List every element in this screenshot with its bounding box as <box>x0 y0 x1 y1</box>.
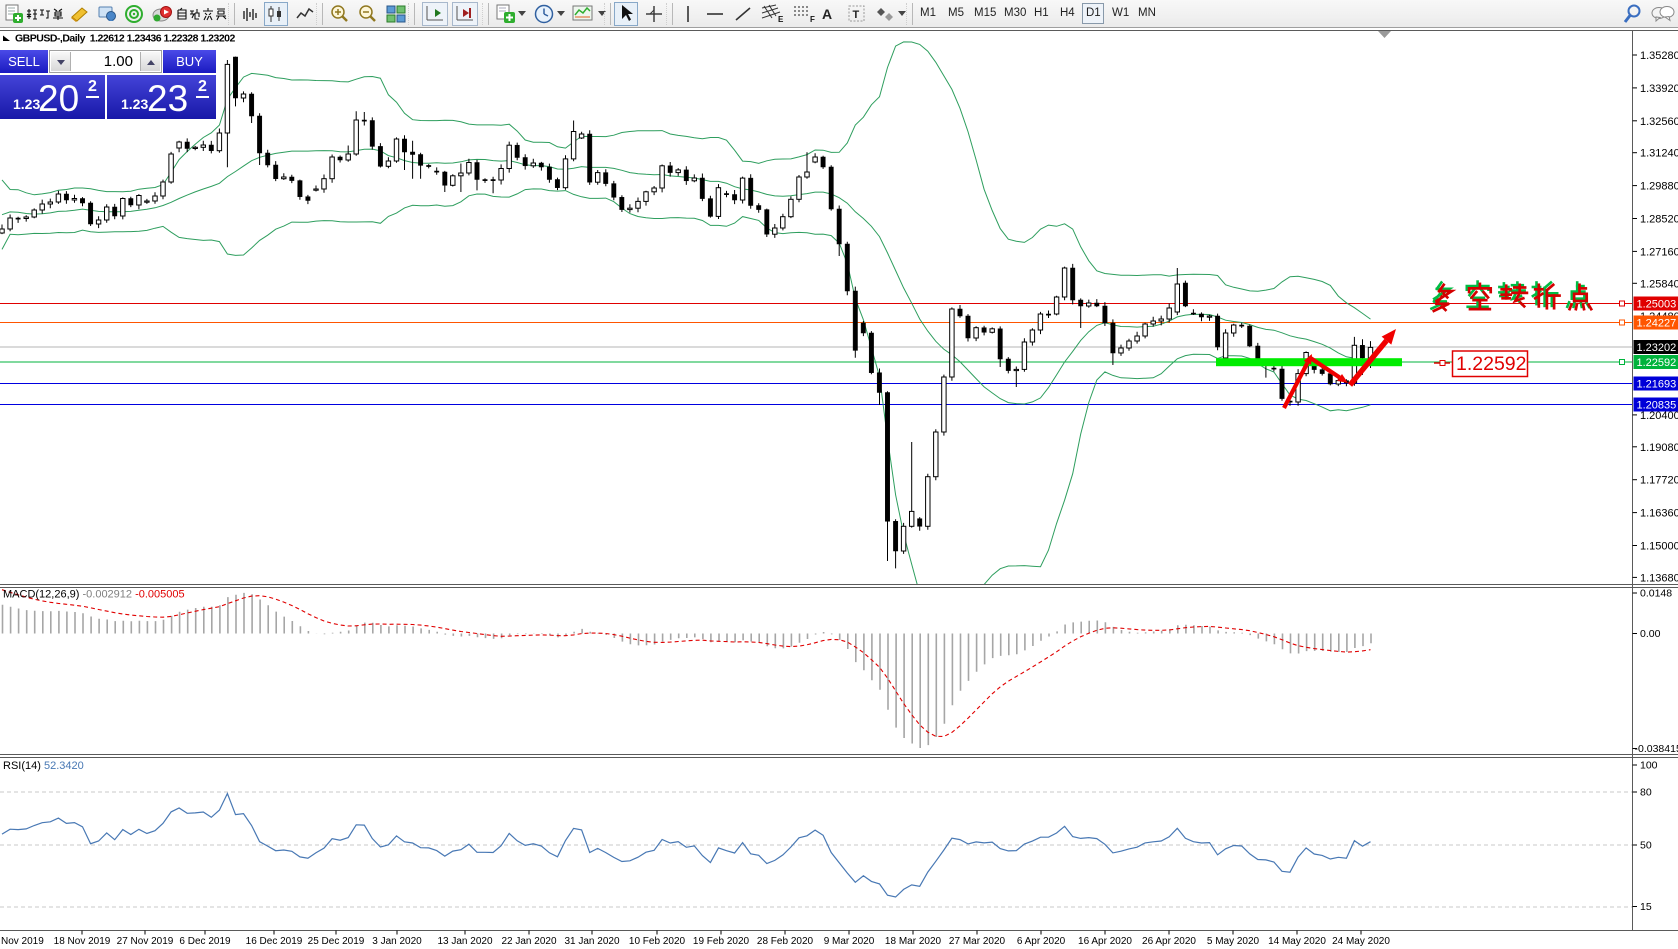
svg-text:GBPUSD-,Daily 1.22612 1.23436: GBPUSD-,Daily 1.22612 1.23436 1.22328 1.… <box>15 33 235 45</box>
svg-text:E: E <box>778 15 784 24</box>
svg-text:14 May 2020: 14 May 2020 <box>1268 936 1326 947</box>
svg-text:27 Nov 2019: 27 Nov 2019 <box>117 936 174 947</box>
svg-text:1.33920: 1.33920 <box>1640 83 1678 95</box>
svg-text:T: T <box>853 9 860 21</box>
svg-text:1.24227: 1.24227 <box>1637 318 1677 330</box>
svg-text:0.0148: 0.0148 <box>1640 588 1672 600</box>
svg-text:Nov 2019: Nov 2019 <box>1 936 44 947</box>
svg-text:1.20835: 1.20835 <box>1637 400 1677 412</box>
svg-text:1.20400: 1.20400 <box>1640 410 1678 422</box>
svg-text:1.28520: 1.28520 <box>1640 214 1678 226</box>
svg-text:1.32560: 1.32560 <box>1640 116 1678 128</box>
svg-text:1.27160: 1.27160 <box>1640 246 1678 258</box>
svg-text:1.31240: 1.31240 <box>1640 148 1678 160</box>
svg-text:18 Nov 2019: 18 Nov 2019 <box>54 936 111 947</box>
svg-text:RSI(14) 52.3420: RSI(14) 52.3420 <box>3 760 84 772</box>
svg-text:6 Dec 2019: 6 Dec 2019 <box>179 936 231 947</box>
svg-text:1.15000: 1.15000 <box>1640 541 1678 553</box>
svg-text:31 Jan 2020: 31 Jan 2020 <box>564 936 619 947</box>
svg-text:26 Apr 2020: 26 Apr 2020 <box>1142 936 1196 947</box>
svg-text:27 Mar 2020: 27 Mar 2020 <box>949 936 1006 947</box>
svg-text:MACD(12,26,9) -0.002912 -0.005: MACD(12,26,9) -0.002912 -0.005005 <box>3 589 185 601</box>
svg-text:22 Jan 2020: 22 Jan 2020 <box>501 936 556 947</box>
svg-text:1.19080: 1.19080 <box>1640 442 1678 454</box>
svg-text:1.29880: 1.29880 <box>1640 181 1678 193</box>
svg-text:5 May 2020: 5 May 2020 <box>1207 936 1260 947</box>
svg-text:24 May 2020: 24 May 2020 <box>1332 936 1390 947</box>
svg-text:0.00: 0.00 <box>1640 628 1661 640</box>
svg-text:1.25840: 1.25840 <box>1640 278 1678 290</box>
svg-text:10 Feb 2020: 10 Feb 2020 <box>629 936 686 947</box>
svg-text:1.23202: 1.23202 <box>1637 342 1677 354</box>
svg-text:15: 15 <box>1640 901 1652 913</box>
svg-text:1.17720: 1.17720 <box>1640 475 1678 487</box>
svg-text:3 Jan 2020: 3 Jan 2020 <box>372 936 422 947</box>
svg-text:100: 100 <box>1640 760 1658 772</box>
svg-text:1.21693: 1.21693 <box>1637 379 1677 391</box>
svg-text:F: F <box>810 15 815 24</box>
svg-text:1.22592: 1.22592 <box>1456 353 1527 375</box>
svg-text:28 Feb 2020: 28 Feb 2020 <box>757 936 814 947</box>
svg-text:-0.038415: -0.038415 <box>1635 743 1678 755</box>
svg-text:1.16360: 1.16360 <box>1640 508 1678 520</box>
svg-text:19 Feb 2020: 19 Feb 2020 <box>693 936 750 947</box>
svg-text:1.35280: 1.35280 <box>1640 50 1678 62</box>
svg-text:13 Jan 2020: 13 Jan 2020 <box>437 936 492 947</box>
svg-text:80: 80 <box>1640 787 1652 799</box>
svg-text:16 Dec 2019: 16 Dec 2019 <box>246 936 303 947</box>
svg-text:1.22592: 1.22592 <box>1637 357 1677 369</box>
svg-text:25 Dec 2019: 25 Dec 2019 <box>308 936 365 947</box>
svg-text:18 Mar 2020: 18 Mar 2020 <box>885 936 942 947</box>
svg-text:16 Apr 2020: 16 Apr 2020 <box>1078 936 1132 947</box>
svg-text:1.25003: 1.25003 <box>1637 299 1677 311</box>
svg-text:9 Mar 2020: 9 Mar 2020 <box>824 936 875 947</box>
svg-text:50: 50 <box>1640 840 1652 852</box>
svg-text:1.13680: 1.13680 <box>1640 572 1678 584</box>
svg-text:6 Apr 2020: 6 Apr 2020 <box>1017 936 1066 947</box>
